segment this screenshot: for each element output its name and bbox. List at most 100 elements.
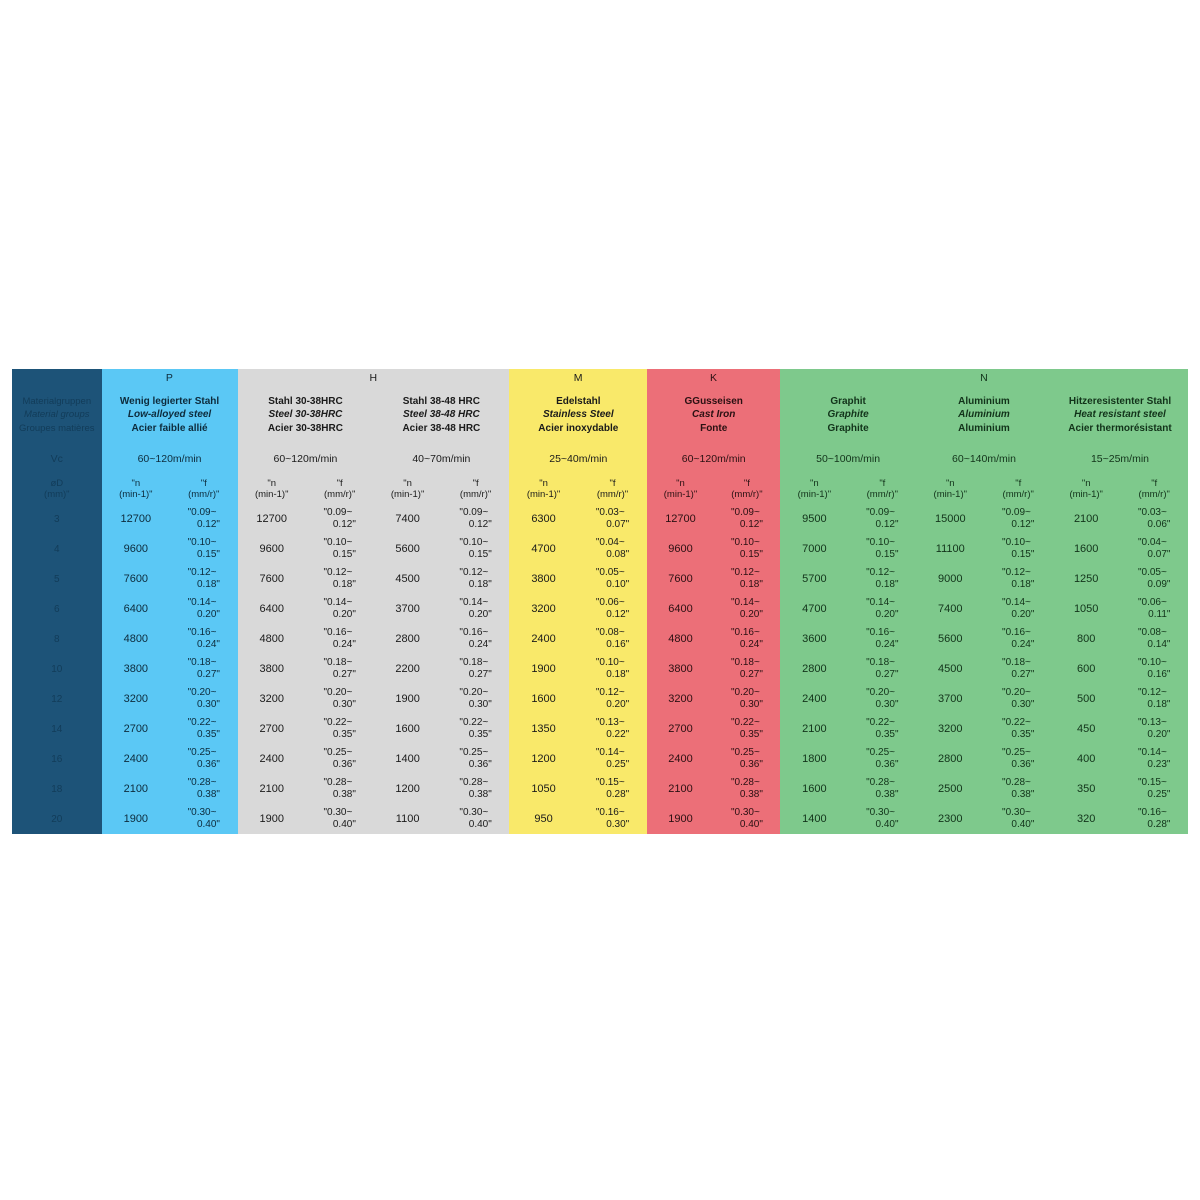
spindle-speed-value: 1200 xyxy=(373,774,442,804)
spindle-speed-value: 1600 xyxy=(509,684,578,714)
feed-rate-min: "0.22~ xyxy=(187,717,217,728)
feed-rate-value: "0.08~ 0.14" xyxy=(1120,624,1188,654)
table-row: 12 3200 "0.20~ 0.30" 3200 "0.20~ 0.30" 1900 "0.2… xyxy=(12,684,1188,714)
diameter-value: 10 xyxy=(12,654,102,684)
unit-n-value: (min-1)" xyxy=(797,489,832,500)
feed-rate-max: 0.20" xyxy=(1147,729,1171,740)
spindle-speed-value: 1600 xyxy=(373,714,442,744)
feed-rate-max: 0.20" xyxy=(196,609,220,620)
spindle-speed-value: 12700 xyxy=(237,504,306,534)
feed-rate-max: 0.24" xyxy=(1011,639,1035,650)
feed-rate-value: "0.16~ 0.28" xyxy=(1120,804,1188,834)
spindle-speed-value: 3800 xyxy=(509,564,578,594)
feed-rate-max: 0.38" xyxy=(739,789,763,800)
feed-rate-value: "0.10~ 0.15" xyxy=(441,534,510,564)
unit-f-symbol: "f xyxy=(200,477,207,489)
material-name-fr: Acier faible allié xyxy=(131,422,208,434)
feed-rate-value: "0.12~ 0.18" xyxy=(984,564,1052,594)
spindle-speed-value: 3800 xyxy=(101,654,171,684)
feed-rate-min: "0.28~ xyxy=(323,777,353,788)
spindle-speed-value: 12700 xyxy=(101,504,171,534)
feed-rate-min: "0.16~ xyxy=(1002,627,1031,638)
feed-rate-max: 0.28" xyxy=(606,789,630,800)
feed-rate-value: "0.14~ 0.20" xyxy=(848,594,917,624)
diameter-unit: (mm)" xyxy=(44,489,70,500)
feed-rate-value: "0.16~ 0.30" xyxy=(577,804,648,834)
feed-rate-min: "0.28~ xyxy=(730,777,760,788)
feed-rate-value: "0.12~ 0.20" xyxy=(577,684,648,714)
spindle-speed-value: 2400 xyxy=(509,624,578,654)
feed-rate-max: 0.12" xyxy=(739,519,763,530)
spindle-speed-value: 9600 xyxy=(237,534,306,564)
table-row: 20 1900 "0.30~ 0.40" 1900 "0.30~ 0.40" 1100 "0.3… xyxy=(12,804,1188,834)
feed-rate-min: "0.16~ xyxy=(323,627,353,638)
feed-rate-min: "0.28~ xyxy=(187,777,217,788)
feed-rate-max: 0.12" xyxy=(332,519,356,530)
unit-n-value: (min-1)" xyxy=(1069,489,1103,500)
unit-f-symbol: "f xyxy=(1151,477,1158,489)
feed-rate-value: "0.25~ 0.36" xyxy=(713,744,781,774)
feed-rate-min: "0.10~ xyxy=(595,657,625,668)
feed-rate-min: "0.16~ xyxy=(187,627,217,638)
unit-n-value: (min-1)" xyxy=(390,489,425,500)
feed-rate-value: "0.20~ 0.30" xyxy=(170,684,238,714)
material-name-en: Low-alloyed steel xyxy=(127,409,212,421)
material-name-fr: Acier 38-48 HRC xyxy=(402,422,481,434)
feed-rate-max: 0.27" xyxy=(739,669,763,680)
feed-rate-value: "0.25~ 0.36" xyxy=(441,744,510,774)
feed-rate-value: "0.28~ 0.38" xyxy=(441,774,510,804)
feed-rate-min: "0.09~ xyxy=(866,507,895,518)
unit-f-value: (mm/r)" xyxy=(459,489,492,500)
spindle-speed-value: 3700 xyxy=(373,594,442,624)
material-name-de: Wenig legierter Stahl xyxy=(119,395,220,407)
feed-rate-max: 0.20" xyxy=(468,609,492,620)
unit-f-symbol: "f xyxy=(336,477,343,489)
spindle-speed-value: 11100 xyxy=(916,534,985,564)
spindle-speed-value: 3200 xyxy=(916,714,985,744)
feed-rate-min: "0.03~ xyxy=(1137,507,1167,518)
feed-rate-max: 0.30" xyxy=(1011,699,1035,710)
spindle-speed-value: 600 xyxy=(1051,654,1121,684)
spindle-speed-value: 2100 xyxy=(780,714,849,744)
feed-rate-max: 0.27" xyxy=(875,669,899,680)
feed-rate-value: "0.30~ 0.40" xyxy=(170,804,238,834)
feed-rate-value: "0.12~ 0.18" xyxy=(305,564,374,594)
feed-rate-min: "0.10~ xyxy=(1002,537,1031,548)
feed-rate-max: 0.18" xyxy=(196,579,220,590)
feed-rate-value: "0.22~ 0.35" xyxy=(305,714,374,744)
feed-rate-max: 0.16" xyxy=(1147,669,1171,680)
material-name-en: Cast Iron xyxy=(692,409,736,421)
feed-rate-min: "0.16~ xyxy=(1137,807,1167,818)
feed-rate-min: "0.25~ xyxy=(866,747,895,758)
table-row: 14 2700 "0.22~ 0.35" 2700 "0.22~ 0.35" 1600 "0.2… xyxy=(12,714,1188,744)
cutting-speed-k-1: 60~120m/min xyxy=(647,444,781,474)
unit-f-symbol: "f xyxy=(743,477,750,489)
feed-rate-min: "0.18~ xyxy=(866,657,895,668)
spindle-speed-value: 7600 xyxy=(101,564,171,594)
diameter-value: 20 xyxy=(12,804,102,834)
table-row: 5 7600 "0.12~ 0.18" 7600 "0.12~ 0.18" 4500 "0.12… xyxy=(12,564,1188,594)
feed-rate-value: "0.22~ 0.35" xyxy=(984,714,1052,744)
feed-rate-max: 0.35" xyxy=(875,729,899,740)
spindle-speed-value: 1600 xyxy=(780,774,849,804)
feed-rate-min: "0.10~ xyxy=(1137,657,1167,668)
feed-rate-min: "0.22~ xyxy=(459,717,489,728)
spindle-speed-value: 2100 xyxy=(647,774,714,804)
material-name-de: Edelstahl xyxy=(556,395,601,407)
feed-rate-min: "0.30~ xyxy=(459,807,489,818)
vc-label: Vc xyxy=(12,444,102,474)
cutting-speed-m-1: 25~40m/min xyxy=(509,444,648,474)
spindle-speed-value: 4700 xyxy=(780,594,849,624)
feed-rate-min: "0.06~ xyxy=(1137,597,1167,608)
feed-rate-max: 0.38" xyxy=(196,789,220,800)
cutting-speed-h-2: 40~70m/min xyxy=(373,444,510,474)
unit-header-f-h-1: "f (mm/r)" xyxy=(305,474,374,504)
group-letter-h: H xyxy=(237,369,510,386)
feed-rate-max: 0.40" xyxy=(332,819,356,830)
feed-rate-min: "0.16~ xyxy=(459,627,489,638)
material-name-de: Stahl 38-48 HRC xyxy=(402,395,480,407)
spindle-speed-value: 15000 xyxy=(916,504,985,534)
table-row: 16 2400 "0.25~ 0.36" 2400 "0.25~ 0.36" 1400 "0.2… xyxy=(12,744,1188,774)
